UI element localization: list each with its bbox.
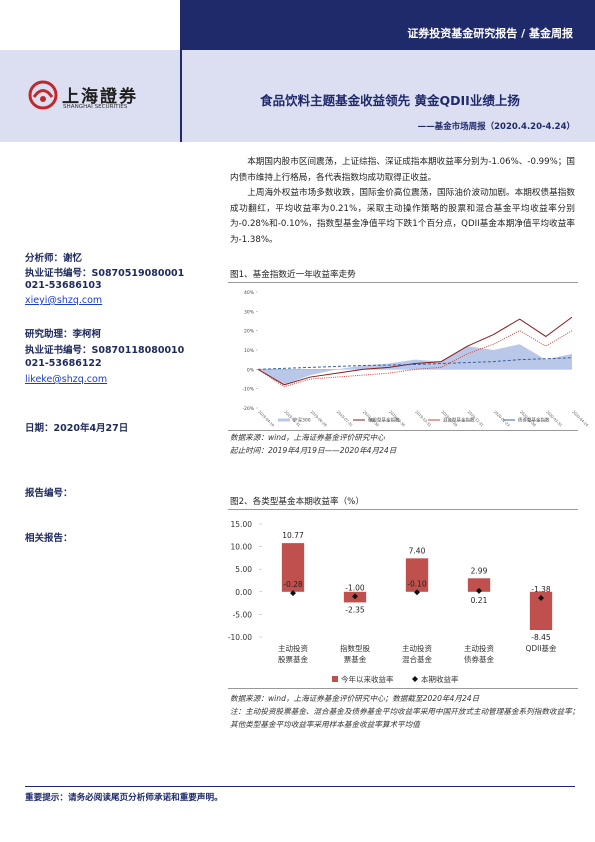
diamond xyxy=(414,589,420,596)
line xyxy=(257,316,573,386)
body: 本期国内股市区间震荡，上证综指、深证成指本期收益率分别为-1.06%、-0.99… xyxy=(230,155,575,248)
logo-en: SHANGHAI SECURITIES xyxy=(63,104,128,110)
y-tick-label: 15.00 xyxy=(231,520,253,529)
value-label: 0.21 xyxy=(471,596,488,605)
x-tick-label: 2019-07-31 xyxy=(336,410,354,428)
diamond xyxy=(476,587,482,594)
x-tick-label: 2019-10-31 xyxy=(414,410,432,428)
value-label: -2.35 xyxy=(345,605,365,614)
figure-frame xyxy=(228,509,578,689)
x-tick-label: 2020-01-23 xyxy=(493,410,511,428)
series-title: 证券投资基金研究报告 / 基金周报 xyxy=(407,27,573,40)
email[interactable]: likeke@shzq.com xyxy=(25,374,108,385)
value-label: 10.77 xyxy=(282,531,304,540)
value-label: -0.10 xyxy=(407,579,427,588)
y-tick-label: -20% xyxy=(242,406,254,412)
y-tick-label: 0.00 xyxy=(235,588,252,597)
value-label: -1.00 xyxy=(345,583,365,592)
y-tick-label: -10% xyxy=(242,387,254,393)
value-label: -8.45 xyxy=(531,633,551,642)
legend-label: 今年以来收益率 xyxy=(341,674,394,684)
logo-cn: 上海證券 xyxy=(62,87,138,107)
report-subtitle: ——基金市场周报（2020.4.20-4.24） xyxy=(417,122,575,132)
y-tick-label: -5.00 xyxy=(233,610,253,619)
x-tick-label: 主动投资混合基金 xyxy=(402,643,432,664)
bar xyxy=(281,543,305,592)
figure-caption: 图1、基金指数近一年收益率走势 xyxy=(230,270,356,280)
title-band xyxy=(0,50,595,142)
diamond xyxy=(290,590,296,597)
email[interactable]: xieyi@shzq.com xyxy=(25,295,103,306)
source: 数据来源：wind，上海证券基金评价研究中心；数据截至2020年4月24日 xyxy=(230,694,480,703)
y-tick-label: 10.00 xyxy=(231,543,253,552)
legend-label: 本期收益率 xyxy=(421,674,459,684)
assistant: 研究助理：李柯柯 xyxy=(25,329,102,340)
y-tick-label: -10.00 xyxy=(228,633,252,642)
header-band xyxy=(180,0,595,50)
date: 日期：2020年4月27日 xyxy=(25,423,129,434)
footer-notice: 重要提示：请务必阅读尾页分析师承诺和重要声明。 xyxy=(25,793,223,803)
y-tick-label: 10% xyxy=(244,348,255,354)
footer-rule xyxy=(25,786,575,787)
diamond xyxy=(538,595,544,602)
value-label: -0.28 xyxy=(283,580,303,589)
y-tick-label: 30% xyxy=(244,309,255,315)
legend-label: 混合型基金指数 xyxy=(443,417,475,424)
x-tick-label: 指数型股票基金 xyxy=(340,643,370,664)
related: 相关报告： xyxy=(25,533,73,544)
legend-swatch xyxy=(332,676,338,682)
note: 注：主动投资股票基金、混合基金及债券基金平均收益率采用中国开放式主动管理基金系列… xyxy=(230,707,580,729)
bar xyxy=(467,578,491,592)
analyst: 分析师：谢忆 xyxy=(25,253,83,264)
legend-label: 偏股型基金指数 xyxy=(368,417,400,424)
report-title: 食品饮料主题基金收益领先 黄金QDII业绩上扬 xyxy=(260,93,520,108)
cert: 执业证书编号：S0870519080001 xyxy=(25,268,185,279)
x-tick-label: QDII基金 xyxy=(525,643,557,653)
phone: 021-53686122 xyxy=(25,358,102,369)
y-tick-label: 20% xyxy=(244,329,255,335)
paragraph: 本期国内股市区间震荡，上证综指、深证成指本期收益率分别为-1.06%、-0.99… xyxy=(230,157,575,183)
legend-swatch xyxy=(412,676,418,682)
x-tick-label: 2019-06-28 xyxy=(310,410,328,428)
diamond xyxy=(352,593,358,600)
cert: 执业证书编号：S0870118080010 xyxy=(25,345,185,356)
line xyxy=(257,357,573,370)
bar xyxy=(529,591,553,630)
divider xyxy=(180,50,182,142)
legend-label: 沪深300 xyxy=(293,417,311,424)
logo-icon xyxy=(28,80,58,110)
period: 起止时间：2019年4月19日——2020年4月24日 xyxy=(230,446,397,455)
value-label: 2.99 xyxy=(471,566,488,575)
x-tick-label: 主动投资债券基金 xyxy=(464,643,494,664)
phone: 021-53686103 xyxy=(25,280,102,291)
y-tick-label: 40% xyxy=(244,290,255,296)
y-tick-label: 0% xyxy=(247,367,255,373)
bar xyxy=(405,558,429,592)
value-label: 7.40 xyxy=(409,546,426,555)
paragraph: 上周海外权益市场多数收跌，国际金价高位震荡，国际油价波动加剧。本期权债基指数成功… xyxy=(230,188,575,245)
value-label: -1.38 xyxy=(531,585,551,594)
figure-caption: 图2、各类型基金本期收益率（%） xyxy=(230,497,364,507)
x-tick-label: 2019-04-19 xyxy=(257,410,275,428)
x-tick-label: 主动投资股票基金 xyxy=(278,643,308,664)
x-tick-label: 2020-04-24 xyxy=(571,410,589,428)
figure-frame xyxy=(228,282,578,431)
legend-label: 债券型基金指数 xyxy=(518,417,550,424)
source: 数据来源：wind，上海证券基金评价研究中心 xyxy=(230,433,385,442)
report-no: 报告编号： xyxy=(25,488,73,499)
y-tick-label: 5.00 xyxy=(235,565,252,574)
